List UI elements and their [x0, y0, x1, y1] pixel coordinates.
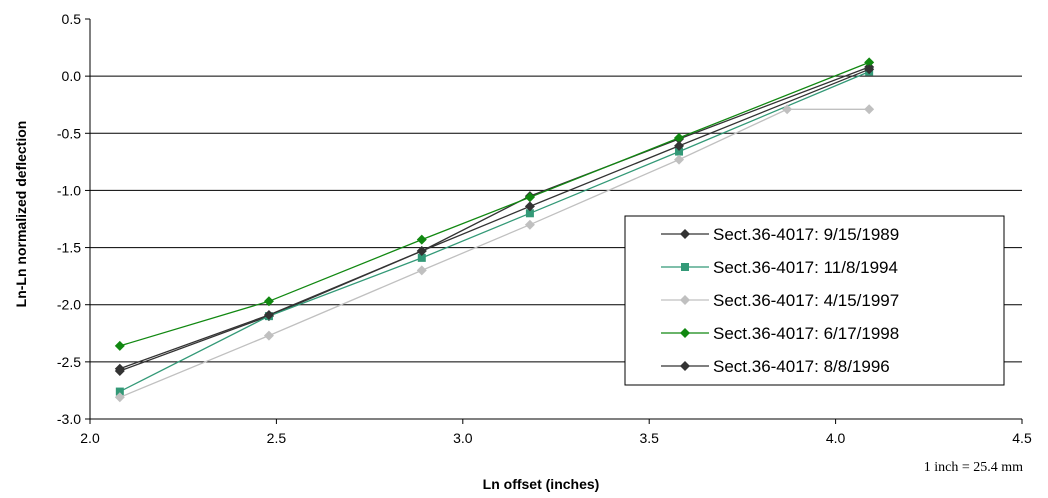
data-point	[524, 201, 535, 212]
data-point	[864, 64, 875, 75]
data-point	[864, 57, 875, 68]
series-line	[119, 71, 870, 393]
y-tick-label: -0.5	[57, 125, 81, 141]
legend-label: Sect.36-4017: 9/15/1989	[713, 225, 899, 244]
series-layer	[114, 57, 875, 403]
data-point	[114, 363, 125, 374]
data-point	[674, 140, 685, 151]
series-3	[114, 104, 875, 403]
x-tick-label: 4.5	[1012, 430, 1032, 446]
unit-note: 1 inch = 25.4 mm	[924, 460, 1023, 475]
y-tick-label: 0.5	[62, 11, 82, 27]
y-tick-label: -1.5	[57, 240, 81, 256]
y-axis-title: Ln-Ln normalized deflection	[13, 121, 29, 308]
legend-label: Sect.36-4017: 11/8/1994	[713, 258, 898, 277]
x-tick-label: 3.5	[639, 430, 659, 446]
data-point	[416, 265, 427, 276]
data-point	[263, 310, 274, 320]
x-tick-labels: 2.0 2.5 3.0 3.5 4.0 4.5	[80, 430, 1032, 446]
legend-marker	[681, 263, 689, 271]
legend-label: Sect.36-4017: 6/17/1998	[713, 324, 899, 343]
data-point	[782, 104, 793, 115]
x-tick-label: 2.5	[267, 430, 287, 446]
data-point	[263, 330, 274, 341]
axes	[85, 18, 1023, 424]
x-tick-label: 3.0	[453, 430, 473, 446]
data-point	[416, 234, 427, 245]
y-tick-labels: 0.5 0.0 -0.5 -1.0 -1.5 -2.0 -2.5 -3.0	[57, 11, 81, 427]
data-point	[525, 209, 534, 218]
data-point	[674, 154, 685, 165]
series-4	[114, 57, 875, 351]
gridlines	[90, 75, 1022, 363]
legend-label: Sect.36-4017: 8/8/1996	[713, 357, 890, 376]
data-point	[263, 296, 274, 307]
data-point	[115, 387, 124, 396]
y-tick-label: -2.0	[57, 297, 81, 313]
x-tick-label: 4.0	[826, 430, 846, 446]
data-point	[114, 392, 125, 403]
legend-marker	[680, 361, 690, 371]
x-axis-title: Ln offset (inches)	[483, 476, 600, 492]
data-point	[524, 192, 535, 203]
series-5	[114, 64, 875, 374]
series-line	[119, 61, 870, 347]
data-point	[416, 246, 427, 256]
legend-label: Sect.36-4017: 4/15/1997	[713, 291, 899, 310]
data-point	[674, 132, 685, 143]
y-tick-label: -3.0	[57, 411, 81, 427]
data-point	[114, 340, 125, 351]
legend-marker	[680, 229, 690, 239]
y-tick-label: 0.0	[62, 68, 82, 84]
data-point	[417, 253, 426, 262]
y-tick-label: -1.0	[57, 182, 81, 198]
legend-marker	[680, 328, 690, 338]
series-line	[119, 68, 870, 370]
series-line	[119, 66, 870, 372]
data-point	[675, 147, 684, 156]
legend-marker	[680, 295, 690, 305]
data-point	[524, 219, 535, 230]
x-tick-label: 2.0	[80, 430, 100, 446]
y-tick-label: -2.5	[57, 354, 81, 370]
data-point	[864, 104, 875, 115]
legend: Sect.36-4017: 9/15/1989 Sect.36-4017: 11/…	[624, 215, 1005, 386]
